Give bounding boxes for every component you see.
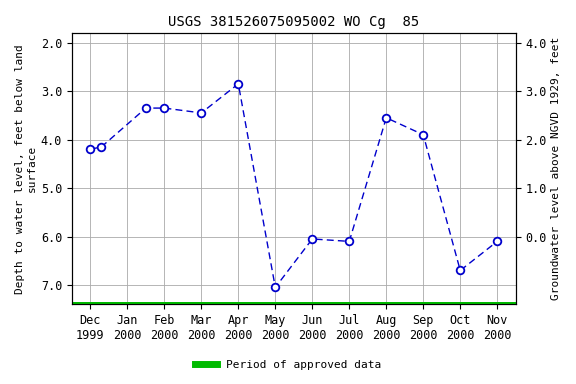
Y-axis label: Depth to water level, feet below land
surface: Depth to water level, feet below land su…: [15, 44, 37, 293]
Y-axis label: Groundwater level above NGVD 1929, feet: Groundwater level above NGVD 1929, feet: [551, 37, 561, 300]
Legend: Period of approved data: Period of approved data: [191, 356, 385, 375]
Title: USGS 381526075095002 WO Cg  85: USGS 381526075095002 WO Cg 85: [168, 15, 419, 29]
Bar: [72, 302, 516, 305]
